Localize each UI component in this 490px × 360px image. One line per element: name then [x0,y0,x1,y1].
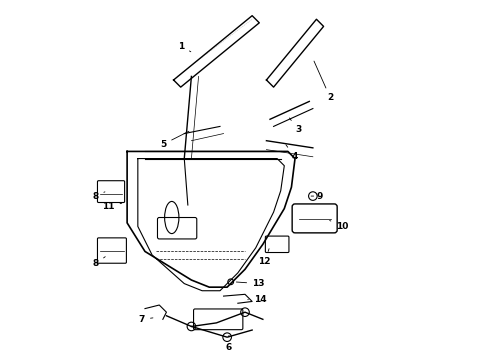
Text: 4: 4 [286,145,298,161]
Text: 7: 7 [139,315,153,324]
Text: 13: 13 [236,279,265,288]
Text: 11: 11 [102,202,122,211]
Text: 1: 1 [178,41,191,52]
Text: 8: 8 [92,192,105,201]
Text: 6: 6 [226,336,232,351]
Text: 12: 12 [258,249,271,266]
Text: 10: 10 [330,220,348,231]
Text: 5: 5 [160,131,189,149]
Text: 8: 8 [92,257,105,269]
Text: 2: 2 [314,61,333,102]
Text: 9: 9 [311,192,323,201]
Text: 14: 14 [248,295,267,304]
Text: 3: 3 [290,118,301,135]
